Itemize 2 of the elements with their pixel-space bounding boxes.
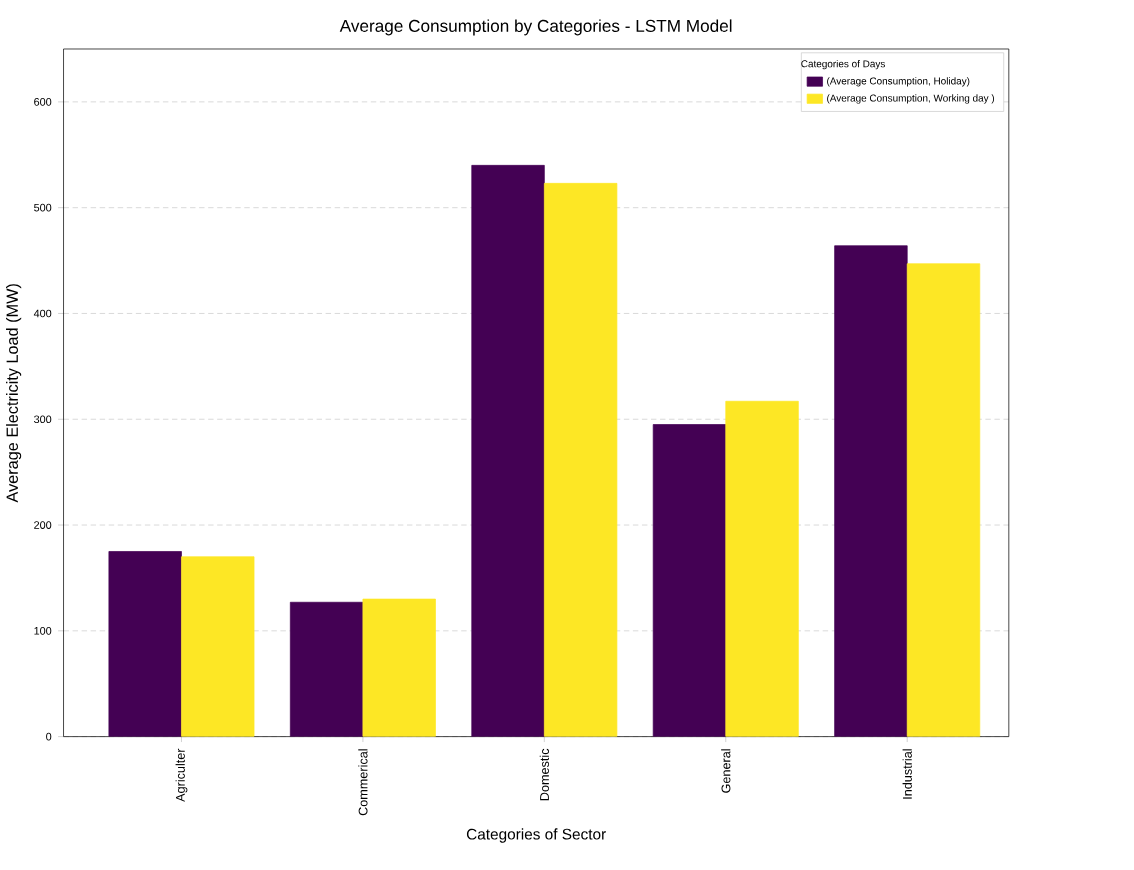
chart-title: Average Consumption by Categories - LSTM Model bbox=[339, 19, 732, 36]
y-axis-title: Average Electricity Load (MW) bbox=[6, 284, 22, 503]
